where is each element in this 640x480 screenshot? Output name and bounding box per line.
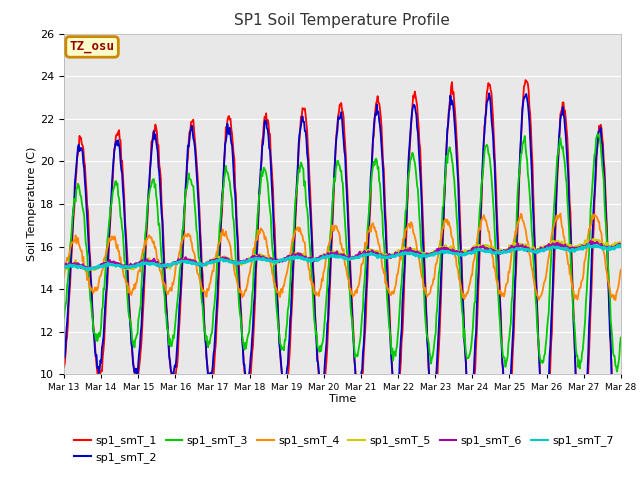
sp1_smT_4 xyxy=(127,292,135,298)
sp1_smT_7 xyxy=(128,264,136,269)
sp1_smT_6 xyxy=(587,238,595,244)
sp1_smT_6 xyxy=(185,257,193,263)
sp1_smT_2 xyxy=(410,102,418,108)
Line: sp1_smT_7: sp1_smT_7 xyxy=(64,244,621,270)
sp1_smT_4 xyxy=(70,237,78,243)
sp1_smT_2 xyxy=(127,341,135,347)
X-axis label: Time: Time xyxy=(329,394,356,404)
sp1_smT_7 xyxy=(617,243,625,249)
Y-axis label: Soil Temperature (C): Soil Temperature (C) xyxy=(28,147,37,261)
sp1_smT_6 xyxy=(428,251,435,257)
Line: sp1_smT_3: sp1_smT_3 xyxy=(64,134,621,372)
sp1_smT_2 xyxy=(617,457,625,463)
sp1_smT_2 xyxy=(426,381,434,387)
Legend: sp1_smT_1, sp1_smT_2, sp1_smT_3, sp1_smT_4, sp1_smT_5, sp1_smT_6, sp1_smT_7: sp1_smT_1, sp1_smT_2, sp1_smT_3, sp1_smT… xyxy=(70,431,618,468)
sp1_smT_5 xyxy=(428,251,435,257)
sp1_smT_3 xyxy=(426,353,434,359)
sp1_smT_4 xyxy=(617,267,625,273)
sp1_smT_3 xyxy=(60,315,68,321)
sp1_smT_2 xyxy=(60,355,68,360)
sp1_smT_7 xyxy=(584,241,592,247)
sp1_smT_5 xyxy=(85,267,93,273)
sp1_smT_1 xyxy=(214,308,221,314)
sp1_smT_1 xyxy=(184,155,192,161)
Title: SP1 Soil Temperature Profile: SP1 Soil Temperature Profile xyxy=(234,13,451,28)
sp1_smT_2 xyxy=(70,202,78,207)
sp1_smT_3 xyxy=(70,196,78,202)
sp1_smT_4 xyxy=(214,250,221,255)
sp1_smT_1 xyxy=(127,335,135,340)
sp1_smT_3 xyxy=(184,179,192,184)
Line: sp1_smT_4: sp1_smT_4 xyxy=(64,214,621,300)
sp1_smT_3 xyxy=(214,254,221,260)
sp1_smT_7 xyxy=(83,267,91,273)
sp1_smT_3 xyxy=(127,326,135,332)
Line: sp1_smT_2: sp1_smT_2 xyxy=(64,93,621,476)
sp1_smT_4 xyxy=(557,211,564,216)
sp1_smT_5 xyxy=(128,266,136,272)
sp1_smT_4 xyxy=(612,297,620,303)
sp1_smT_7 xyxy=(60,264,68,270)
sp1_smT_6 xyxy=(617,242,625,248)
Line: sp1_smT_1: sp1_smT_1 xyxy=(64,80,621,480)
sp1_smT_5 xyxy=(70,261,78,267)
Line: sp1_smT_5: sp1_smT_5 xyxy=(64,239,621,270)
sp1_smT_4 xyxy=(410,231,418,237)
sp1_smT_5 xyxy=(411,247,419,253)
sp1_smT_6 xyxy=(214,257,222,263)
sp1_smT_5 xyxy=(617,240,625,245)
sp1_smT_7 xyxy=(428,252,435,258)
sp1_smT_5 xyxy=(60,267,68,273)
Line: sp1_smT_6: sp1_smT_6 xyxy=(64,241,621,269)
sp1_smT_2 xyxy=(485,90,493,96)
sp1_smT_5 xyxy=(589,236,596,242)
sp1_smT_5 xyxy=(185,257,193,263)
sp1_smT_3 xyxy=(617,335,625,340)
sp1_smT_7 xyxy=(185,259,193,265)
sp1_smT_6 xyxy=(82,266,90,272)
sp1_smT_1 xyxy=(60,364,68,370)
sp1_smT_1 xyxy=(410,95,418,100)
sp1_smT_7 xyxy=(411,252,419,257)
sp1_smT_7 xyxy=(214,258,222,264)
sp1_smT_6 xyxy=(60,264,68,270)
sp1_smT_4 xyxy=(426,289,434,295)
sp1_smT_1 xyxy=(426,382,434,387)
sp1_smT_6 xyxy=(128,262,136,268)
sp1_smT_2 xyxy=(184,143,192,148)
sp1_smT_5 xyxy=(214,256,222,262)
sp1_smT_1 xyxy=(70,209,78,215)
sp1_smT_6 xyxy=(411,249,419,255)
sp1_smT_6 xyxy=(70,261,78,266)
sp1_smT_3 xyxy=(613,369,621,374)
sp1_smT_1 xyxy=(522,77,529,83)
sp1_smT_2 xyxy=(214,294,221,300)
sp1_smT_7 xyxy=(70,263,78,269)
sp1_smT_4 xyxy=(60,274,68,280)
sp1_smT_3 xyxy=(594,131,602,137)
sp1_smT_4 xyxy=(184,231,192,237)
sp1_smT_2 xyxy=(614,473,622,479)
sp1_smT_3 xyxy=(410,156,418,162)
Text: TZ_osu: TZ_osu xyxy=(70,40,115,53)
